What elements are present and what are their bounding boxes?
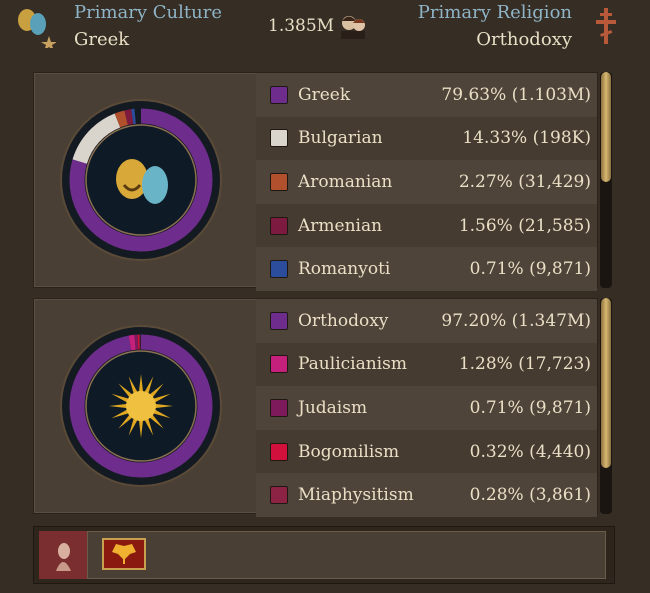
religion-panel: Orthodoxy 97.20% (1.347M) Paulicianism 1.28… <box>33 298 598 517</box>
religion-row[interactable]: Bogomilism 0.32% (4,440) <box>256 429 597 474</box>
culture-share: 2.27% (31,429) <box>458 171 591 192</box>
culture-panel: Greek 79.63% (1.103M) Bulgarian 14.33% (198… <box>33 72 598 291</box>
religion-scrollbar[interactable] <box>600 298 612 514</box>
footer-bar <box>33 526 615 584</box>
religion-row[interactable]: Judaism 0.71% (9,871) <box>256 386 597 430</box>
orthodox-cross-icon <box>594 6 618 46</box>
culture-row[interactable]: Armenian 1.56% (21,585) <box>256 203 597 248</box>
primary-culture-label: Primary Culture <box>74 2 222 23</box>
primary-culture-value: Greek <box>74 29 130 50</box>
color-swatch <box>270 398 288 417</box>
scrollbar-thumb[interactable] <box>601 298 611 468</box>
culture-icon <box>16 6 57 51</box>
religion-share: 0.28% (3,861) <box>469 485 591 506</box>
culture-share: 79.63% (1.103M) <box>441 84 591 105</box>
culture-share: 0.71% (9,871) <box>469 259 591 280</box>
sun-icon <box>109 374 173 438</box>
culture-name: Greek <box>298 84 351 105</box>
culture-scrollbar[interactable] <box>600 72 612 288</box>
theater-masks-icon <box>116 159 168 204</box>
religion-list: Orthodoxy 97.20% (1.347M) Paulicianism 1.28… <box>256 299 597 517</box>
culture-share: 14.33% (198K) <box>462 128 591 149</box>
color-swatch <box>270 442 288 461</box>
religion-donut-chart <box>60 325 222 491</box>
donut-segment <box>69 108 213 252</box>
color-swatch <box>270 260 288 279</box>
donut-segment <box>69 334 213 478</box>
color-swatch <box>270 129 288 148</box>
religion-row[interactable]: Orthodoxy 97.20% (1.347M) <box>256 299 597 343</box>
culture-row[interactable]: Aromanian 2.27% (31,429) <box>256 160 597 204</box>
color-swatch <box>270 172 288 191</box>
culture-share: 1.56% (21,585) <box>458 215 591 236</box>
culture-name: Aromanian <box>298 171 393 192</box>
culture-name: Armenian <box>298 215 383 236</box>
scrollbar-thumb[interactable] <box>601 72 611 182</box>
culture-row[interactable]: Bulgarian 14.33% (198K) <box>256 116 597 161</box>
culture-name: Romanyoti <box>298 259 391 280</box>
color-swatch <box>270 355 288 374</box>
primary-religion-label: Primary Religion <box>417 2 572 23</box>
color-swatch <box>270 216 288 235</box>
culture-list: Greek 79.63% (1.103M) Bulgarian 14.33% (198… <box>256 73 597 291</box>
culture-name: Bulgarian <box>298 128 383 149</box>
population-total: 1.385M <box>268 16 335 36</box>
color-swatch <box>270 486 288 505</box>
religion-name: Judaism <box>298 397 368 418</box>
religion-name: Miaphysitism <box>298 485 414 506</box>
religion-share: 0.32% (4,440) <box>469 441 591 462</box>
religion-share: 97.20% (1.347M) <box>441 310 591 331</box>
primary-religion-value: Orthodoxy <box>476 29 572 50</box>
religion-name: Paulicianism <box>298 354 407 375</box>
population-icon <box>339 12 367 40</box>
religion-share: 1.28% (17,723) <box>458 354 591 375</box>
color-swatch <box>270 311 288 330</box>
religion-name: Bogomilism <box>298 441 400 462</box>
color-swatch <box>270 85 288 104</box>
religion-share: 0.71% (9,871) <box>469 397 591 418</box>
culture-row[interactable]: Greek 79.63% (1.103M) <box>256 73 597 117</box>
double-headed-eagle-flag-icon[interactable] <box>102 538 146 570</box>
bust-icon[interactable] <box>39 531 87 579</box>
religion-row[interactable]: Miaphysitism 0.28% (3,861) <box>256 473 597 517</box>
culture-donut-chart <box>60 99 222 265</box>
religion-row[interactable]: Paulicianism 1.28% (17,723) <box>256 342 597 387</box>
culture-row[interactable]: Romanyoti 0.71% (9,871) <box>256 247 597 291</box>
religion-name: Orthodoxy <box>298 310 389 331</box>
